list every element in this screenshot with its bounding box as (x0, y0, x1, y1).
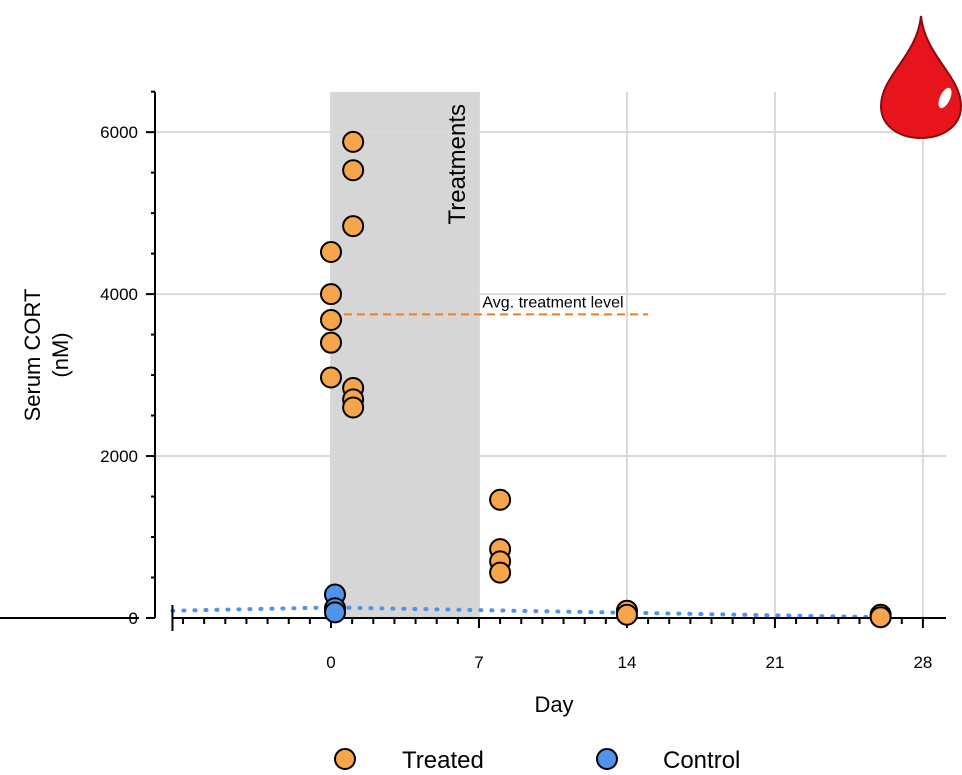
data-point-treated (342, 215, 365, 238)
y-tick-label: 2000 (100, 447, 138, 466)
x-axis-label: Day (534, 692, 573, 717)
blood-drop-icon (879, 15, 962, 140)
y-axis-label: Serum CORT (nM) (20, 289, 73, 422)
data-point-treated (342, 159, 365, 182)
data-point-treated (615, 603, 638, 626)
data-point-treated (320, 366, 342, 389)
x-tick-label: 28 (913, 653, 932, 672)
legend-item-control: Control (596, 747, 740, 774)
plot-area: Treatments Avg. treatment level 0 2000 4000 6… (0, 90, 946, 717)
y-tick-label: 0 (129, 609, 138, 628)
data-point-treated (489, 561, 512, 584)
data-point-control (324, 601, 346, 624)
avg-treatment-label: Avg. treatment level (482, 294, 623, 311)
y-axis-label-line: Serum CORT (20, 289, 45, 422)
data-point-treated (342, 396, 365, 419)
x-tick-label: 7 (474, 653, 483, 672)
data-point-treated (320, 309, 342, 332)
y-tick-label: 4000 (100, 285, 138, 304)
data-point-treated (320, 283, 342, 306)
legend-marker-treated (334, 748, 356, 770)
legend-marker-control (596, 748, 618, 770)
data-point-treated (489, 488, 512, 511)
legend-label-treated: Treated (402, 747, 484, 774)
x-tick-label: 21 (765, 653, 784, 672)
legend: Treated Control (334, 747, 740, 774)
treatment-label: Treatments (444, 104, 471, 224)
x-tick-label: 0 (326, 653, 335, 672)
y-axis-label-line: (nM) (48, 332, 73, 377)
legend-label-control: Control (663, 747, 740, 774)
x-tick-label: 14 (617, 653, 636, 672)
data-point-treated (320, 331, 342, 354)
data-point-treated (342, 130, 365, 153)
y-tick-label: 6000 (100, 123, 138, 142)
legend-item-treated: Treated (334, 747, 484, 774)
data-point-treated (869, 606, 892, 629)
data-point-treated (320, 240, 342, 263)
